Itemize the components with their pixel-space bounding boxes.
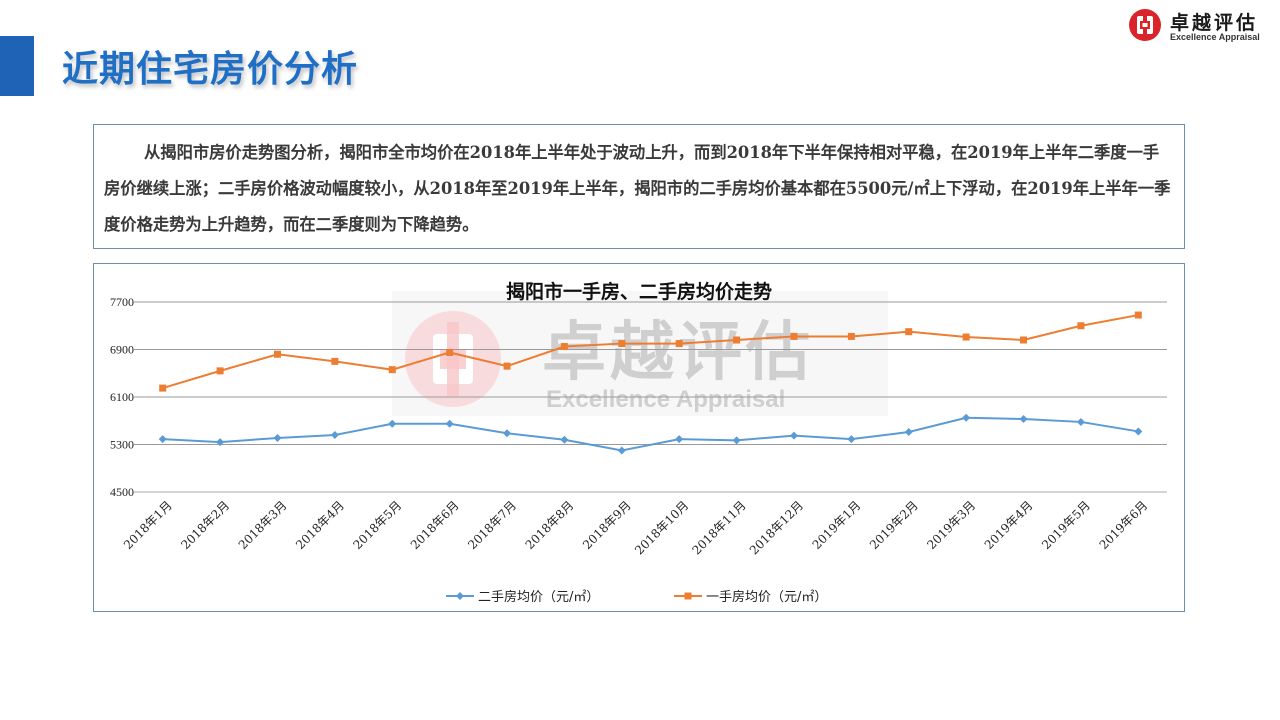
description-text: 从揭阳市房价走势图分析，揭阳市全市均价在2018年上半年处于波动上升，而到201… bbox=[104, 143, 1171, 234]
data-point bbox=[962, 413, 971, 422]
logo-name-en: Excellence Appraisal bbox=[1170, 32, 1260, 42]
data-point bbox=[733, 336, 741, 344]
data-point bbox=[560, 343, 568, 351]
data-point bbox=[1020, 336, 1028, 344]
y-axis-tick-labels: 4500 5300 6100 6900 7700 bbox=[110, 295, 134, 499]
series-line bbox=[162, 416, 1139, 452]
data-point bbox=[158, 435, 167, 444]
data-point bbox=[1077, 322, 1085, 330]
data-point bbox=[503, 362, 511, 370]
data-point bbox=[1076, 417, 1085, 426]
x-tick-label: 2019年4月 bbox=[982, 498, 1036, 552]
x-tick-label: 2018年9月 bbox=[580, 498, 634, 552]
description-box: 从揭阳市房价走势图分析，揭阳市全市均价在2018年上半年处于波动上升，而到201… bbox=[93, 124, 1185, 249]
series-layer bbox=[158, 311, 1143, 455]
y-tick-label: 4500 bbox=[110, 485, 134, 499]
data-point bbox=[1134, 311, 1142, 319]
x-tick-label: 2019年6月 bbox=[1097, 498, 1151, 552]
data-point bbox=[331, 357, 339, 365]
x-tick-label: 2019年5月 bbox=[1039, 498, 1093, 552]
y-tick-label: 6900 bbox=[110, 343, 134, 357]
data-point bbox=[446, 348, 454, 356]
data-point bbox=[732, 436, 741, 445]
series-second-hand bbox=[158, 413, 1143, 455]
chart-title: 揭阳市一手房、二手房均价走势 bbox=[506, 280, 772, 303]
data-point bbox=[904, 428, 913, 437]
header-accent-bar bbox=[0, 36, 34, 96]
data-point bbox=[1134, 427, 1143, 436]
page-title: 近期住宅房价分析 bbox=[62, 49, 359, 90]
data-point bbox=[216, 438, 225, 447]
price-trend-chart: 卓越评估 Excellence Appraisal 揭阳市一手房、二手房均价走势… bbox=[110, 280, 1167, 605]
x-tick-label: 2018年1月 bbox=[121, 498, 175, 552]
chart-container: 卓越评估 Excellence Appraisal 揭阳市一手房、二手房均价走势… bbox=[93, 263, 1185, 612]
legend: 二手房均价（元/㎡） 一手房均价（元/㎡） bbox=[446, 589, 827, 605]
logo-icon bbox=[1129, 9, 1161, 41]
legend-label: 一手房均价（元/㎡） bbox=[706, 589, 827, 605]
series-new-home bbox=[159, 311, 1142, 392]
data-point bbox=[159, 384, 167, 392]
data-point bbox=[905, 328, 913, 336]
data-point bbox=[618, 340, 626, 348]
data-point bbox=[560, 435, 569, 444]
x-tick-label: 2018年11月 bbox=[689, 498, 748, 557]
data-point bbox=[216, 367, 224, 375]
data-point bbox=[1019, 414, 1028, 423]
watermark-name-cn: 卓越评估 bbox=[542, 316, 814, 390]
logo-name-cn: 卓越评估 bbox=[1170, 12, 1259, 34]
x-axis-tick-labels: 2018年1月 2018年2月 2018年3月 2018年4月 2018年5月 2018年… bbox=[121, 498, 1150, 557]
x-tick-label: 2018年6月 bbox=[408, 498, 462, 552]
y-tick-label: 7700 bbox=[110, 295, 134, 309]
x-tick-label: 2018年5月 bbox=[350, 498, 404, 552]
data-point bbox=[330, 431, 339, 439]
x-tick-label: 2018年4月 bbox=[293, 498, 347, 552]
watermark-name-en: Excellence Appraisal bbox=[546, 386, 785, 413]
data-point bbox=[388, 366, 396, 374]
company-logo: 卓越评估 Excellence Appraisal bbox=[1128, 8, 1273, 42]
x-tick-label: 2019年1月 bbox=[810, 498, 864, 552]
legend-label: 二手房均价（元/㎡） bbox=[478, 589, 599, 605]
data-point bbox=[445, 419, 454, 428]
x-tick-label: 2018年2月 bbox=[178, 498, 232, 552]
data-point bbox=[456, 592, 464, 600]
data-point bbox=[789, 431, 798, 440]
data-point bbox=[388, 419, 397, 428]
y-tick-label: 5300 bbox=[110, 438, 134, 452]
legend-item: 二手房均价（元/㎡） bbox=[446, 589, 599, 605]
data-point bbox=[503, 429, 512, 438]
data-point bbox=[617, 446, 626, 455]
x-tick-label: 2018年8月 bbox=[523, 498, 577, 552]
data-point bbox=[273, 433, 282, 442]
data-point bbox=[962, 333, 970, 341]
data-point bbox=[684, 592, 692, 600]
x-tick-label: 2018年12月 bbox=[747, 498, 806, 557]
x-tick-label: 2018年7月 bbox=[465, 498, 519, 552]
x-tick-label: 2019年3月 bbox=[924, 498, 978, 552]
data-point bbox=[675, 340, 683, 348]
data-point bbox=[847, 332, 855, 340]
series-line bbox=[162, 314, 1139, 390]
data-point bbox=[273, 350, 281, 358]
x-tick-label: 2018年3月 bbox=[236, 498, 290, 552]
data-point bbox=[847, 435, 856, 444]
data-point bbox=[790, 332, 798, 340]
x-tick-label: 2018年10月 bbox=[632, 498, 691, 557]
y-tick-label: 6100 bbox=[110, 390, 134, 404]
x-tick-label: 2019年2月 bbox=[867, 498, 921, 552]
data-point bbox=[675, 435, 684, 444]
legend-item: 一手房均价（元/㎡） bbox=[674, 589, 827, 605]
